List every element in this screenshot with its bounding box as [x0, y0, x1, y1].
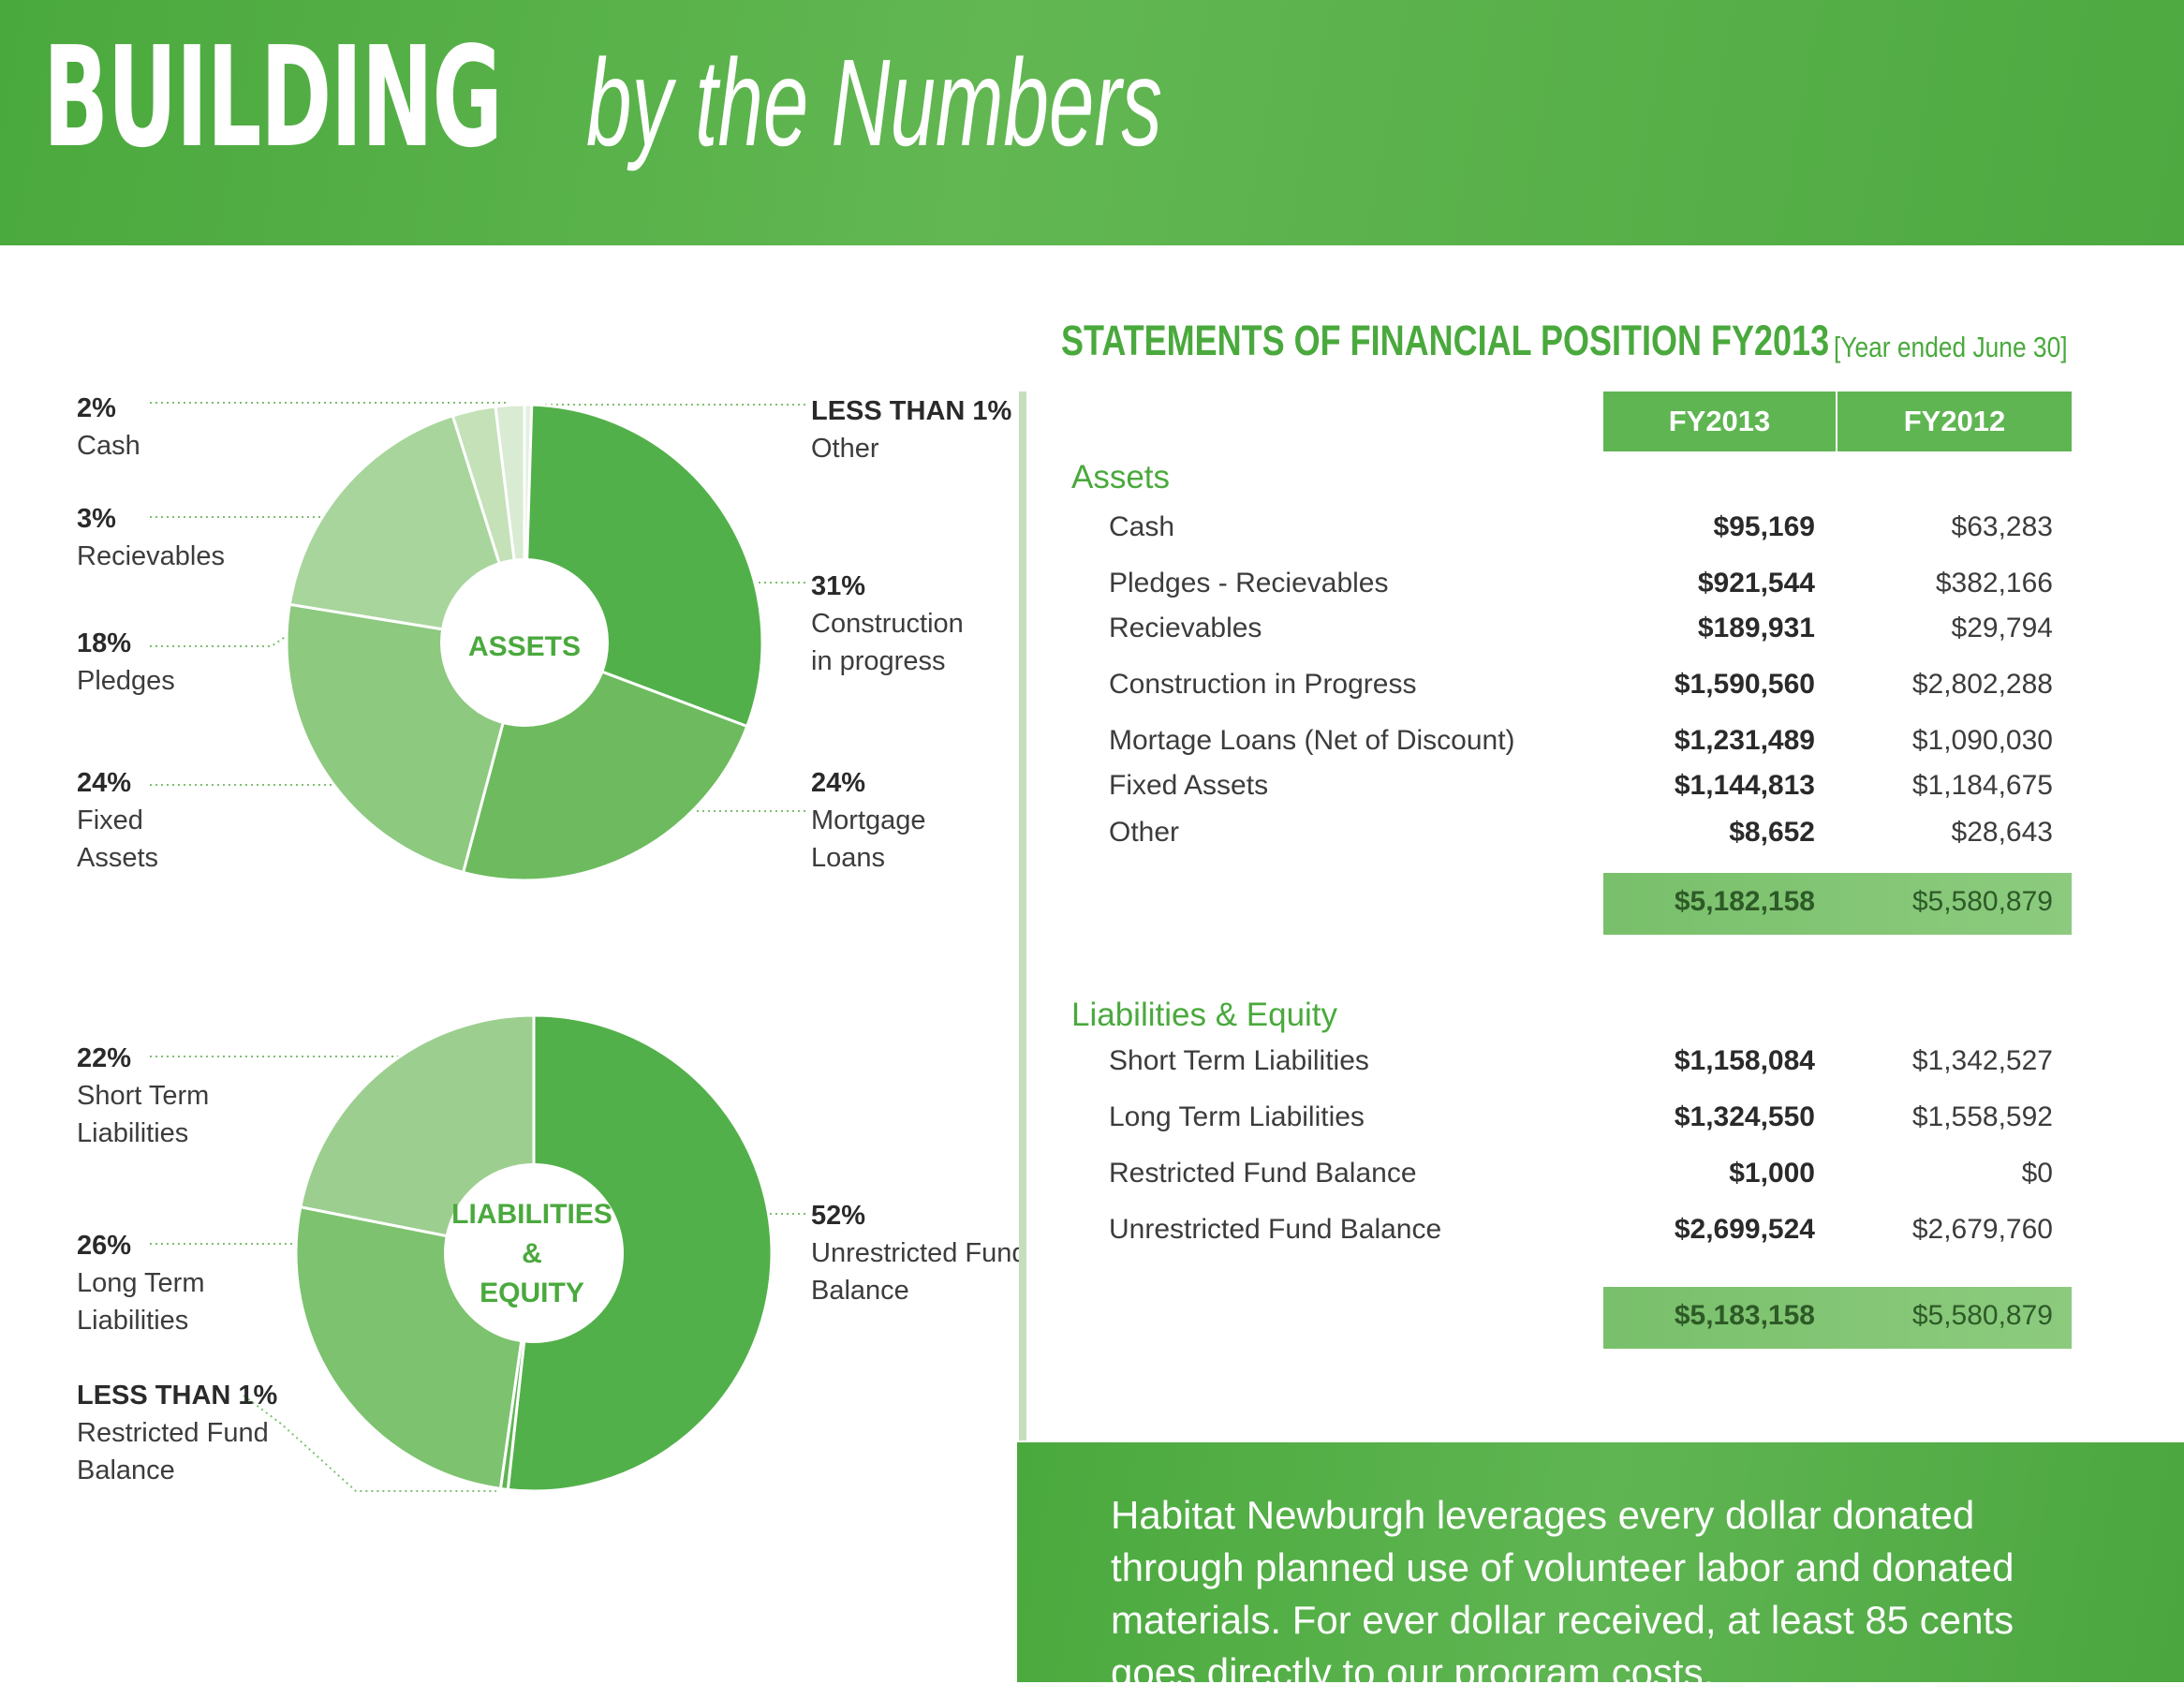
row-fy2012: $0 — [2021, 1158, 2053, 1189]
statement-note: [Year ended June 30] — [1834, 331, 2068, 363]
row-fy2012: $63,283 — [1951, 511, 2053, 542]
row-label: Fixed Assets — [1109, 770, 1269, 801]
label-restricted: LESS THAN 1% Restricted Fund Balance — [77, 1381, 278, 1485]
row-label: Mortage Loans (Net of Discount) — [1109, 725, 1515, 756]
row-fy2013: $8,652 — [1729, 817, 1815, 848]
label-receivables: 3% Recievables — [77, 504, 225, 571]
donut-hole — [440, 558, 609, 727]
slice-unrestricted-fund-balance — [506, 1013, 774, 1493]
row-label: Unrestricted Fund Balance — [1109, 1214, 1442, 1245]
row-fy2012: $382,166 — [1935, 568, 2053, 598]
footer-banner: Habitat Newburgh leverages every dollar … — [1017, 1442, 2184, 1694]
label-short-term: 22% Short Term Liabilities — [77, 1043, 210, 1148]
row-label: Long Term Liabilities — [1109, 1101, 1365, 1132]
row-label: Pledges - Recievables — [1109, 568, 1389, 598]
assets-total-fy2012: $5,580,879 — [1911, 886, 2053, 917]
liab-total-fy2013: $5,183,158 — [1674, 1300, 1815, 1331]
donut-hole — [444, 1163, 624, 1343]
page-title: BUILDING by the Numbers — [43, 17, 1162, 178]
row-label: Other — [1109, 817, 1180, 848]
liabilities-total-bar: $5,183,158 $5,580,879 — [1603, 1287, 2072, 1349]
row-fy2013: $1,000 — [1729, 1158, 1815, 1189]
col-header-fy2013: FY2013 — [1603, 392, 1836, 451]
row-fy2012: $1,184,675 — [1911, 770, 2053, 801]
row-fy2013: $1,590,560 — [1674, 669, 1815, 700]
liab-total-fy2012: $5,580,879 — [1911, 1300, 2053, 1331]
liabilities-center-label-line: EQUITY — [480, 1278, 584, 1308]
row-fy2013: $189,931 — [1697, 613, 1815, 643]
label-construction: 31% Construction in progress — [811, 571, 964, 676]
row-fy2013: $1,144,813 — [1674, 770, 1815, 801]
row-fy2012: $1,558,592 — [1911, 1101, 2053, 1132]
row-fy2012: $28,643 — [1951, 817, 2053, 848]
section-liabilities: Liabilities & Equity — [1071, 997, 1338, 1033]
title-light: by the Numbers — [586, 34, 1162, 171]
row-label: Short Term Liabilities — [1109, 1045, 1369, 1076]
row-fy2012: $1,342,527 — [1911, 1045, 2053, 1076]
label-cash: 2% Cash — [77, 393, 140, 461]
label-other: LESS THAN 1% Other — [811, 396, 1012, 464]
header-banner: BUILDING by the Numbers — [0, 0, 2184, 245]
row-label: Restricted Fund Balance — [1109, 1158, 1417, 1189]
assets-donut — [285, 403, 764, 882]
donut-charts: ASSETS LIABILITIES & EQUITY — [150, 402, 805, 1493]
row-fy2012: $2,802,288 — [1911, 669, 2053, 700]
row-label: Construction in Progress — [1109, 669, 1417, 700]
row-fy2013: $1,231,489 — [1674, 725, 1815, 756]
col-header-fy2012: FY2012 — [1837, 392, 2072, 451]
label-pledges: 18% Pledges — [77, 628, 175, 696]
donut-centers: ASSETS LIABILITIES & EQUITY — [451, 631, 612, 1308]
label-unrestricted: 52% Unrestricted Fund Balance — [811, 1201, 1027, 1306]
row-fy2013: $1,158,084 — [1674, 1045, 1815, 1076]
row-fy2013: $2,699,524 — [1674, 1214, 1815, 1245]
liabilities-center-label-line: & — [522, 1238, 542, 1269]
row-fy2012: $2,679,760 — [1911, 1214, 2053, 1245]
leader-line — [243, 1395, 496, 1492]
title-bold: BUILDING — [43, 17, 503, 178]
row-fy2013: $921,544 — [1697, 568, 1815, 598]
liabilities-donut — [294, 1013, 774, 1493]
section-assets: Assets — [1071, 459, 1171, 495]
row-label: Recievables — [1109, 613, 1262, 643]
assets-center-label: ASSETS — [468, 631, 581, 662]
footer-text: Habitat Newburgh leverages every dollar … — [1111, 1493, 2014, 1694]
assets-total-fy2013: $5,182,158 — [1674, 886, 1815, 917]
row-fy2013: $95,169 — [1713, 511, 1815, 542]
row-label: Cash — [1109, 511, 1175, 542]
liabilities-center-label-line: LIABILITIES — [451, 1199, 612, 1230]
row-fy2013: $1,324,550 — [1674, 1101, 1815, 1132]
row-fy2012: $29,794 — [1951, 613, 2053, 643]
row-fy2012: $1,090,030 — [1911, 725, 2053, 756]
assets-total-bar: $5,182,158 $5,580,879 — [1603, 873, 2072, 935]
divider-bar — [1019, 392, 1026, 1440]
leader-line — [150, 402, 514, 449]
statement-title: STATEMENTS OF FINANCIAL POSITION FY2013 — [1061, 317, 1830, 364]
label-mortgage: 24% Mortgage Loans — [811, 768, 926, 873]
label-fixed-assets: 24% Fixed Assets — [77, 768, 159, 873]
label-long-term: 26% Long Term Liabilities — [77, 1231, 205, 1336]
